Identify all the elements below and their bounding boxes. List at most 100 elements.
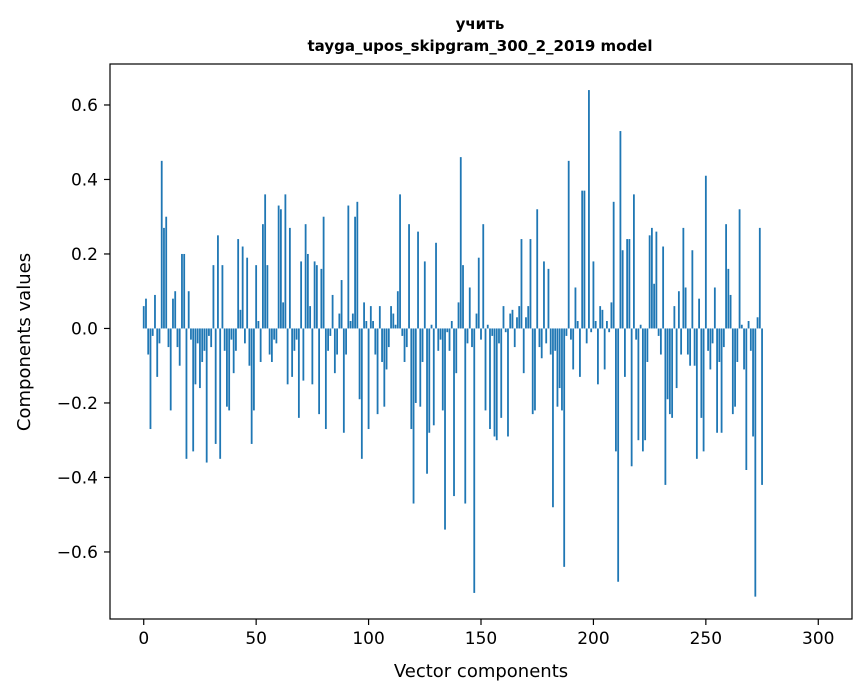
- bar: [722, 328, 725, 348]
- bar: [390, 306, 392, 329]
- bar: [761, 328, 763, 485]
- bar: [491, 328, 494, 336]
- bar: [266, 265, 269, 329]
- bar: [163, 227, 165, 329]
- bar: [558, 328, 561, 389]
- bar: [221, 265, 224, 329]
- bar: [423, 261, 426, 329]
- bar: [253, 328, 255, 411]
- bar: [399, 194, 401, 329]
- bar: [639, 324, 642, 329]
- bar: [666, 328, 669, 400]
- bar: [543, 261, 545, 329]
- bar: [201, 328, 204, 362]
- bar: [401, 328, 404, 336]
- bar: [444, 328, 446, 530]
- bar: [190, 328, 192, 340]
- bar: [624, 328, 626, 377]
- bar: [349, 321, 352, 329]
- bar: [601, 309, 604, 329]
- y-tick-label: 0.0: [71, 319, 98, 339]
- bar: [668, 328, 671, 415]
- bar: [693, 328, 696, 366]
- bar: [293, 328, 296, 351]
- bar: [439, 328, 442, 340]
- bar: [167, 328, 170, 348]
- bar: [226, 328, 228, 407]
- bar: [174, 291, 177, 329]
- bar: [529, 239, 532, 329]
- bar: [151, 328, 154, 336]
- bar: [650, 227, 653, 329]
- bar: [538, 328, 541, 348]
- bar: [331, 294, 334, 329]
- bar: [590, 328, 593, 333]
- bar: [686, 328, 689, 355]
- bar: [617, 328, 620, 582]
- bar: [453, 328, 455, 497]
- bar: [408, 224, 410, 329]
- bar: [689, 328, 692, 366]
- bar: [347, 205, 350, 329]
- bar: [565, 328, 568, 336]
- bar: [208, 328, 210, 336]
- bar: [329, 328, 332, 336]
- bar: [495, 328, 498, 441]
- bar: [142, 306, 145, 329]
- bar: [754, 328, 757, 597]
- bar: [626, 239, 629, 329]
- bar: [279, 209, 282, 329]
- bar: [327, 328, 329, 351]
- bar: [277, 205, 280, 329]
- bar: [556, 328, 559, 407]
- x-tick-label: 250: [690, 629, 722, 649]
- bar: [657, 328, 660, 336]
- x-tick-label: 0: [138, 629, 149, 649]
- bar: [525, 317, 527, 329]
- bar: [518, 306, 521, 329]
- bar: [554, 328, 557, 351]
- bar: [619, 131, 622, 329]
- bar: [628, 239, 631, 329]
- bar: [396, 291, 399, 329]
- bar: [145, 298, 147, 329]
- bar: [729, 294, 732, 329]
- bar: [363, 302, 365, 329]
- bar: [511, 309, 514, 329]
- bar: [192, 328, 195, 452]
- bar: [536, 209, 539, 329]
- bar: [282, 302, 285, 329]
- bar: [421, 328, 424, 362]
- bar: [264, 194, 267, 329]
- bar: [691, 250, 694, 329]
- x-tick-label: 150: [465, 629, 497, 649]
- bar: [462, 265, 464, 329]
- bar: [531, 328, 534, 415]
- x-tick-label: 300: [802, 629, 834, 649]
- bar: [736, 328, 739, 362]
- bar: [662, 246, 665, 329]
- bar: [450, 321, 453, 329]
- bar: [232, 328, 235, 374]
- bar: [579, 328, 581, 377]
- y-axis-label: Components values: [14, 253, 35, 431]
- bar: [507, 328, 509, 437]
- bar: [457, 302, 460, 329]
- chart-title: учить: [456, 15, 505, 33]
- bar: [295, 328, 298, 340]
- bar: [621, 250, 624, 329]
- bar: [547, 268, 550, 329]
- bar: [704, 175, 707, 329]
- bar: [637, 328, 640, 441]
- bar: [259, 328, 262, 362]
- bar: [606, 321, 608, 329]
- bar: [369, 306, 372, 329]
- bar: [482, 224, 485, 329]
- bar: [147, 328, 150, 355]
- bar: [612, 201, 615, 329]
- bar: [374, 328, 377, 355]
- bar: [311, 328, 314, 385]
- bar: [230, 328, 233, 340]
- bar: [561, 328, 563, 411]
- bar: [455, 328, 458, 374]
